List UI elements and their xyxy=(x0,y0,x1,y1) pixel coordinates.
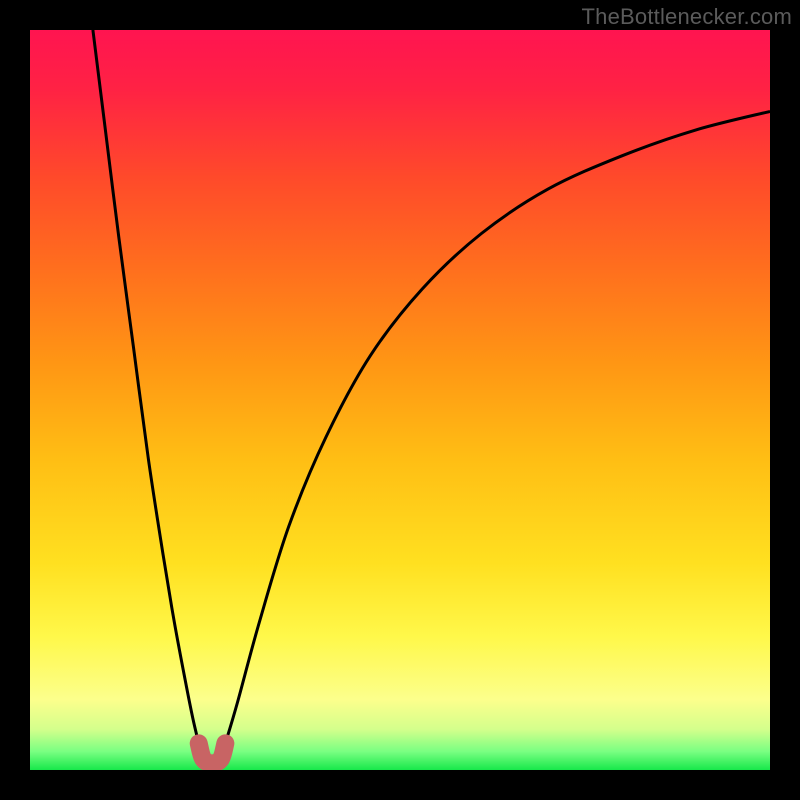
bottleneck-chart xyxy=(0,0,800,800)
stage: TheBottlenecker.com xyxy=(0,0,800,800)
watermark-text: TheBottlenecker.com xyxy=(582,4,792,30)
